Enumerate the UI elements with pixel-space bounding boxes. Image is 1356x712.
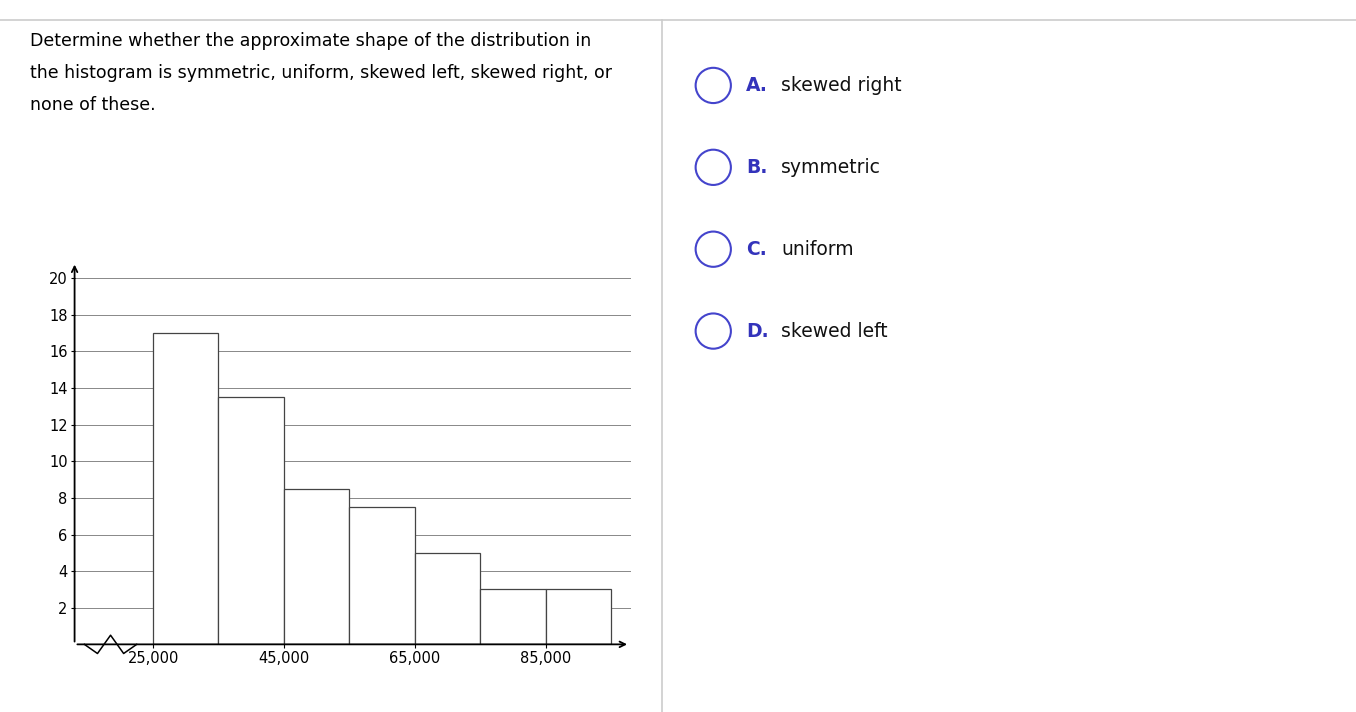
Text: C.: C.	[746, 240, 766, 258]
Text: B.: B.	[746, 158, 767, 177]
Text: the histogram is symmetric, uniform, skewed left, skewed right, or: the histogram is symmetric, uniform, ske…	[30, 64, 612, 82]
Text: uniform: uniform	[781, 240, 854, 258]
Text: symmetric: symmetric	[781, 158, 881, 177]
Bar	[545, 590, 612, 644]
Bar	[480, 590, 545, 644]
Text: A.: A.	[746, 76, 767, 95]
Text: Determine whether the approximate shape of the distribution in: Determine whether the approximate shape …	[30, 32, 591, 50]
Bar	[415, 553, 480, 644]
Text: skewed right: skewed right	[781, 76, 902, 95]
Bar	[153, 333, 218, 644]
Bar	[350, 507, 415, 644]
Bar	[283, 488, 350, 644]
Text: none of these.: none of these.	[30, 96, 156, 114]
Bar	[218, 397, 283, 644]
Text: skewed left: skewed left	[781, 322, 888, 340]
Text: D.: D.	[746, 322, 769, 340]
